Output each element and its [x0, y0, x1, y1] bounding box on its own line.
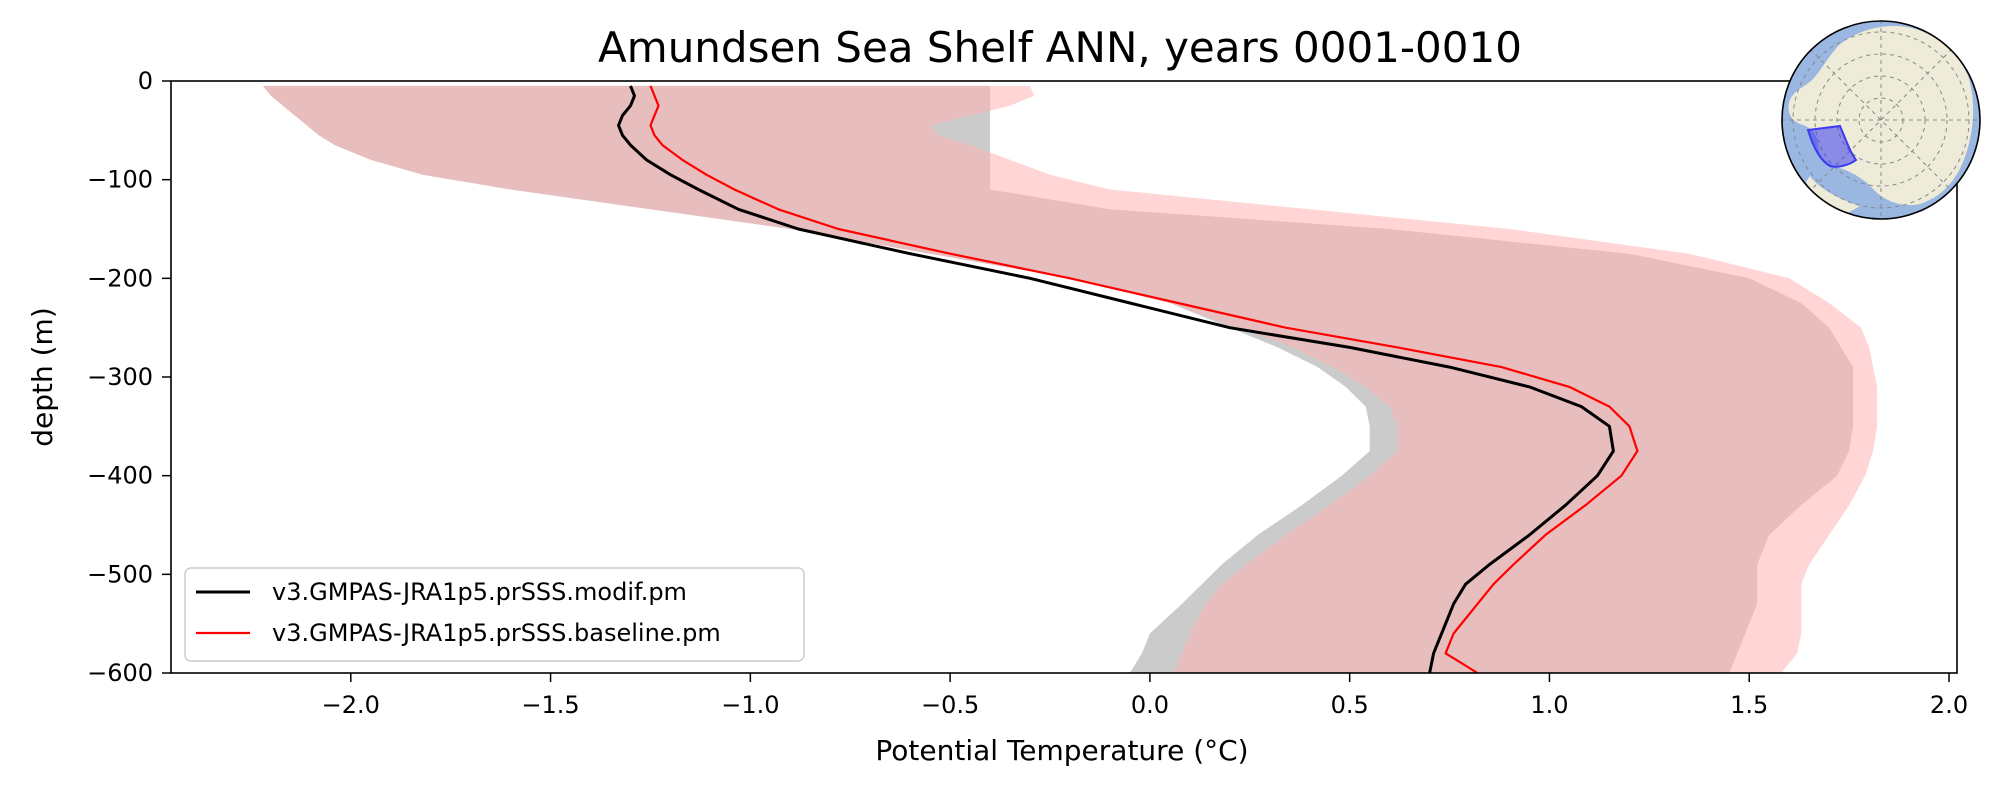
y-tick-label: 0: [138, 67, 153, 95]
legend-label-modif: v3.GMPAS-JRA1p5.prSSS.modif.pm: [272, 578, 687, 606]
spread-band-baseline: [262, 85, 1878, 673]
spread-bands: [262, 85, 1878, 673]
y-tick-label: −400: [87, 462, 153, 490]
region-inset-map: [1781, 20, 1981, 220]
x-axis-ticks: −2.0 −1.5 −1.0 −0.5 0.0 0.5 1.0 1.5 2.0: [322, 673, 1968, 719]
y-axis-ticks: 0 −100 −200 −300 −400 −500 −600: [87, 67, 171, 687]
chart-title: Amundsen Sea Shelf ANN, years 0001-0010: [598, 23, 1522, 72]
x-tick-label: −0.5: [921, 691, 979, 719]
plot-area: [262, 85, 1878, 674]
x-tick-label: −1.0: [721, 691, 779, 719]
y-tick-label: −300: [87, 363, 153, 391]
x-tick-label: 0.5: [1331, 691, 1369, 719]
y-tick-label: −100: [87, 166, 153, 194]
x-tick-label: −2.0: [322, 691, 380, 719]
x-tick-label: 0.0: [1131, 691, 1169, 719]
legend: v3.GMPAS-JRA1p5.prSSS.modif.pm v3.GMPAS-…: [184, 567, 805, 662]
y-axis-label: depth (m): [26, 307, 59, 447]
legend-label-baseline: v3.GMPAS-JRA1p5.prSSS.baseline.pm: [272, 619, 721, 647]
y-tick-label: −500: [87, 560, 153, 588]
inset-graticule: [1782, 21, 1980, 219]
x-axis-label: Potential Temperature (°C): [875, 734, 1248, 767]
series-line-modif: [617, 85, 1615, 674]
inset-border: [1781, 20, 1981, 220]
inset-amundsen-region: [1806, 124, 1858, 168]
x-tick-label: −1.5: [521, 691, 579, 719]
y-tick-label: −200: [87, 264, 153, 292]
y-tick-label: −600: [87, 659, 153, 687]
legend-box: [184, 567, 805, 662]
x-tick-label: 1.5: [1730, 691, 1768, 719]
series-lines: [617, 85, 1639, 674]
series-line-baseline: [649, 85, 1639, 674]
x-tick-label: 2.0: [1930, 691, 1968, 719]
x-tick-label: 1.0: [1530, 691, 1568, 719]
